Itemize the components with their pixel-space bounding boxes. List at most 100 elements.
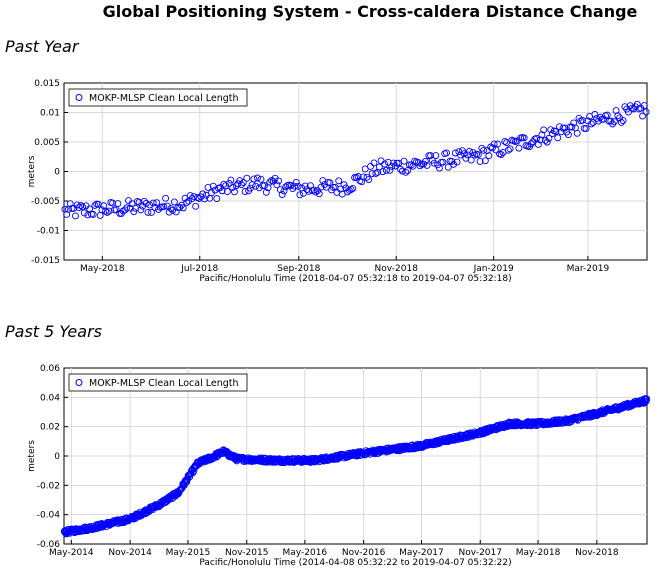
data-point <box>162 194 170 202</box>
data-point <box>430 159 438 167</box>
data-point <box>340 181 348 189</box>
data-point <box>630 105 638 113</box>
data-point <box>384 158 392 166</box>
data-point <box>169 206 177 214</box>
data-point <box>476 158 484 165</box>
data-point <box>614 112 622 120</box>
data-point <box>75 204 83 212</box>
x-tick-label: May-2017 <box>399 548 444 558</box>
data-point <box>467 156 475 164</box>
data-point <box>402 168 410 176</box>
data-point <box>439 158 447 166</box>
data-point <box>393 159 401 167</box>
data-point <box>126 204 134 212</box>
y-tick-label: -0.015 <box>31 256 60 266</box>
x-tick-label: May-2018 <box>516 548 561 558</box>
data-point <box>554 134 562 142</box>
y-tick-label: -0.005 <box>31 197 60 207</box>
data-point <box>114 200 122 208</box>
data-series <box>61 100 650 220</box>
data-point <box>257 175 265 183</box>
data-point <box>89 210 97 218</box>
legend-marker <box>75 379 83 386</box>
data-point <box>315 190 323 198</box>
data-point <box>160 203 168 210</box>
data-point <box>354 173 362 180</box>
data-point <box>639 112 647 120</box>
data-point <box>204 184 212 191</box>
data-point <box>444 163 452 171</box>
data-point <box>322 183 330 191</box>
data-point <box>527 140 535 148</box>
data-point <box>102 207 109 215</box>
data-point <box>545 134 553 142</box>
y-axis-label: meters <box>27 440 37 472</box>
data-point <box>229 183 237 191</box>
data-point <box>633 100 641 108</box>
data-point <box>466 147 473 155</box>
data-point <box>170 198 178 206</box>
data-point <box>587 120 595 128</box>
data-point <box>292 178 300 186</box>
data-point <box>109 199 117 207</box>
data-point <box>610 118 618 126</box>
y-tick-label: 0 <box>54 168 60 178</box>
data-point <box>261 182 268 190</box>
data-point <box>223 188 231 196</box>
data-point <box>643 395 651 403</box>
x-tick-label: Jul-2018 <box>180 264 218 274</box>
data-point <box>252 182 260 190</box>
data-point <box>165 208 173 216</box>
data-point <box>480 146 488 154</box>
data-point <box>66 200 74 208</box>
data-point <box>481 157 489 165</box>
data-point <box>188 195 196 203</box>
data-point <box>280 187 288 195</box>
data-point <box>303 186 311 194</box>
data-point <box>501 138 509 145</box>
data-point <box>77 202 85 210</box>
data-point <box>183 199 191 207</box>
data-point <box>72 212 79 220</box>
data-point <box>144 208 152 216</box>
data-point <box>250 175 258 183</box>
data-point <box>443 149 450 157</box>
y-tick-label: 0.04 <box>40 393 60 403</box>
data-point <box>503 423 511 430</box>
data-point <box>538 131 546 139</box>
data-point <box>400 157 408 165</box>
data-point <box>370 159 378 167</box>
data-point <box>490 140 498 148</box>
data-point <box>379 168 387 176</box>
data-point <box>149 199 157 207</box>
y-tick-label: -0.01 <box>37 227 60 237</box>
data-point <box>520 134 528 142</box>
data-point <box>163 202 171 210</box>
data-point <box>142 200 150 207</box>
data-point <box>368 170 376 177</box>
data-point <box>220 180 228 188</box>
data-point <box>291 182 298 190</box>
data-point <box>147 208 155 216</box>
data-point <box>497 151 505 159</box>
data-point <box>200 195 208 203</box>
data-point <box>167 205 175 213</box>
data-point <box>407 161 415 169</box>
data-point <box>642 108 650 116</box>
data-point <box>103 209 111 216</box>
data-point <box>457 151 465 159</box>
data-point <box>561 124 569 132</box>
data-point <box>492 146 500 154</box>
data-point <box>450 160 457 168</box>
x-tick-label: Nov-2018 <box>374 264 418 274</box>
data-point <box>474 151 482 159</box>
data-point <box>423 162 431 169</box>
legend: MOKP-MLSP Clean Local Length <box>68 373 248 392</box>
x-tick-label: Mar-2019 <box>567 264 610 274</box>
data-point <box>349 184 357 192</box>
data-point <box>275 177 283 185</box>
data-point <box>485 152 493 160</box>
data-point <box>397 165 404 173</box>
x-tick-label: Nov-2014 <box>108 548 152 558</box>
data-point <box>375 163 383 171</box>
